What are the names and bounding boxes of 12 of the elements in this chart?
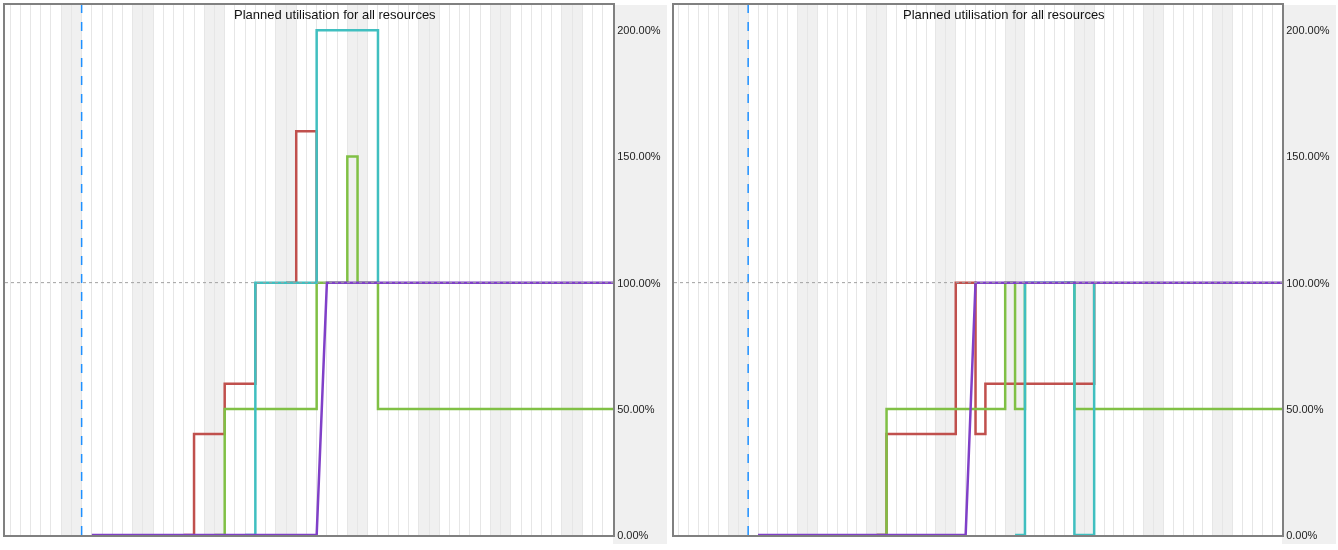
y-tick-label: 50.00%: [1286, 402, 1324, 415]
chart-title: Planned utilisation for all resources: [234, 7, 437, 22]
y-tick-label: 200.00%: [617, 24, 661, 37]
y-tick-label: 0.00%: [617, 528, 649, 541]
y-tick-label: 150.00%: [1286, 150, 1330, 163]
y-tick-label: 50.00%: [617, 402, 655, 415]
y-tick-label: 100.00%: [617, 276, 661, 289]
y-tick-label: 200.00%: [1286, 24, 1330, 37]
y-tick-label: 150.00%: [617, 150, 661, 163]
y-tick-label: 100.00%: [1286, 276, 1330, 289]
chart-title: Planned utilisation for all resources: [903, 7, 1106, 22]
y-tick-label: 0.00%: [1286, 528, 1318, 541]
